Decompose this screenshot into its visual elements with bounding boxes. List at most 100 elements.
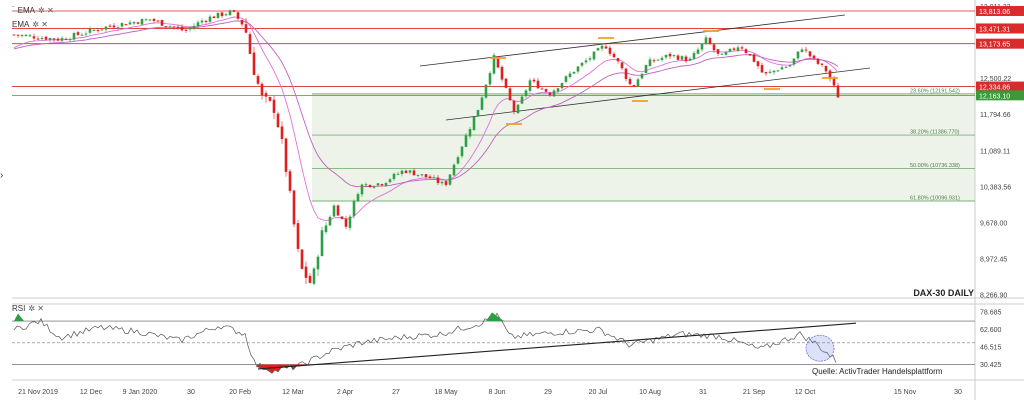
candle-body — [236, 12, 240, 19]
level-price-tag — [976, 90, 1024, 101]
candle-body — [196, 22, 200, 27]
candle-body — [220, 12, 224, 17]
ema-line-icon: ‾ — [12, 6, 15, 15]
candle-body — [600, 45, 604, 49]
candle-body — [524, 90, 528, 97]
candle-body — [212, 16, 216, 19]
candle-body — [716, 49, 720, 54]
y-tick-label: 12,500.22 — [980, 76, 1011, 83]
ema-legend-1[interactable]: ‾ EMA ✲ ✕ — [12, 6, 54, 15]
candle-body — [496, 56, 500, 68]
channel-lower — [445, 67, 871, 121]
x-tick-label: 12 Mar — [282, 389, 304, 396]
candle-body — [508, 88, 512, 101]
y-tick-label: 8,972.45 — [980, 257, 1007, 264]
settings-close-icons[interactable]: ✲ ✕ — [32, 20, 48, 29]
x-tick-label: 12 Oct — [795, 389, 816, 396]
ema-legend-label: EMA — [17, 6, 36, 15]
candle-body — [548, 92, 552, 96]
candle-body — [620, 62, 624, 69]
candle-body — [608, 47, 612, 54]
level-price-tag — [976, 5, 1024, 16]
candle-body — [260, 83, 264, 96]
candle-body — [784, 66, 788, 68]
candle-body — [248, 34, 252, 54]
candle-body — [84, 33, 88, 35]
y-tick-label: 11,794.66 — [980, 112, 1011, 119]
candle-body — [684, 56, 688, 62]
fib-zone — [312, 93, 975, 202]
level-price-tag — [976, 81, 1024, 92]
candle-body — [820, 63, 824, 65]
candle-body — [504, 78, 508, 88]
x-tick-label: 20 Jul — [589, 389, 608, 396]
x-tick-label: 30 — [954, 389, 962, 396]
candle-body — [172, 26, 176, 28]
candle-body — [36, 38, 40, 40]
candle-body — [516, 104, 520, 114]
candle-body — [700, 43, 704, 50]
y-tick-label: 10,383.56 — [980, 184, 1011, 191]
candle-body — [204, 20, 208, 22]
candle-body — [648, 59, 652, 67]
candle-body — [624, 68, 628, 79]
candle-body — [692, 53, 696, 59]
candle-body — [808, 51, 812, 57]
candle-body — [536, 80, 540, 89]
candle-body — [572, 71, 576, 74]
candle-body — [440, 181, 444, 184]
settings-close-icons[interactable]: ✲ ✕ — [38, 6, 54, 15]
candle-body — [424, 174, 428, 177]
candle-body — [92, 29, 96, 31]
candle-body — [20, 34, 24, 36]
candle-body — [268, 97, 272, 101]
fib-label: 38.20% (11386.770) — [910, 130, 960, 136]
candle-body — [836, 85, 840, 98]
candle-body — [100, 29, 104, 31]
y-tick-label: 13,173.65 — [979, 42, 1010, 49]
candle-body — [736, 47, 740, 51]
candle-body — [760, 65, 764, 73]
candle-body — [696, 49, 700, 54]
candle-body — [244, 24, 248, 33]
candle-body — [564, 76, 568, 82]
candle-body — [176, 27, 180, 29]
candle-body — [656, 59, 660, 61]
candle-body — [668, 53, 672, 57]
candle-body — [436, 177, 440, 184]
candle-body — [540, 88, 544, 90]
candle-body — [740, 47, 744, 49]
candle-body — [56, 38, 60, 41]
candle-body — [776, 70, 780, 72]
candle-body — [616, 58, 620, 62]
y-tick-label: 12,163.10 — [979, 93, 1010, 100]
candle-body — [452, 164, 456, 176]
candle-body — [792, 58, 796, 65]
candle-body — [116, 27, 120, 29]
candle-body — [476, 109, 480, 116]
candle-body — [640, 73, 644, 79]
candle-body — [392, 173, 396, 179]
collapse-arrow-icon[interactable]: › — [0, 170, 4, 181]
candle-body — [772, 70, 776, 73]
candle-body — [320, 230, 324, 257]
x-tick-label: 12 Dec — [80, 389, 103, 396]
x-tick-label: 30 — [187, 389, 195, 396]
candle-body — [376, 183, 380, 186]
candle-body — [412, 170, 416, 176]
candle-body — [300, 249, 304, 269]
rsi-legend[interactable]: RSI ✲ ✕ — [12, 304, 44, 313]
settings-close-icons[interactable]: ✲ ✕ — [28, 304, 44, 313]
x-tick-label: 18 May — [435, 389, 458, 396]
candle-body — [224, 14, 228, 16]
candle-body — [732, 48, 736, 50]
rsi-tick-label: 46.515 — [980, 345, 1002, 352]
candle-body — [832, 78, 836, 86]
candle-body — [592, 51, 596, 60]
ema-legend-2[interactable]: EMA ✲ ✕ — [12, 20, 48, 29]
candle-body — [708, 37, 712, 45]
candle-body — [132, 22, 136, 24]
candle-body — [816, 58, 820, 64]
candle-body — [644, 65, 648, 74]
